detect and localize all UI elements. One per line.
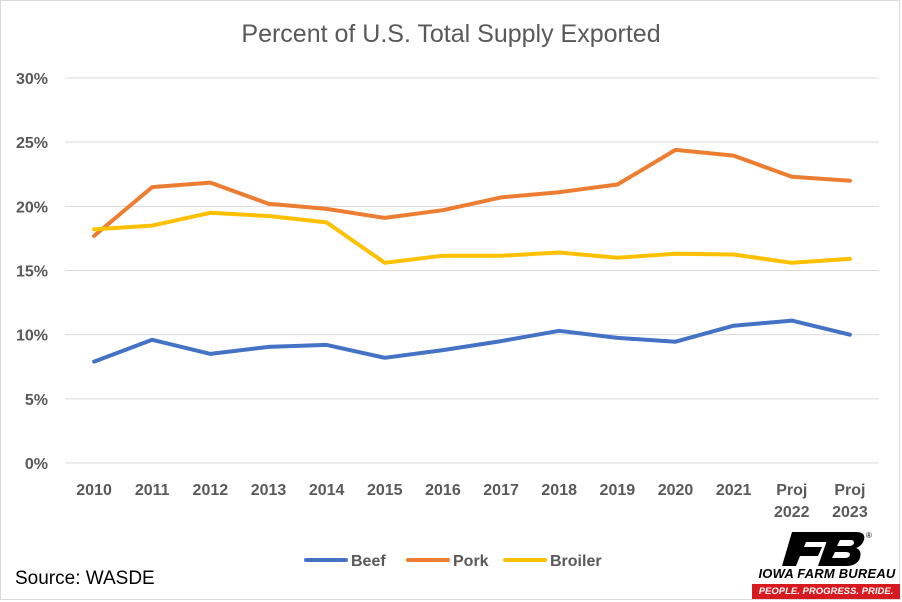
x-tick-line: 2016: [425, 482, 461, 499]
x-tick-line: 2013: [251, 482, 287, 499]
x-tick-label: 2020: [658, 482, 694, 499]
x-tick-line: 2011: [135, 482, 170, 499]
y-tick-label: 25%: [16, 135, 48, 152]
x-tick-line: Proj: [834, 482, 865, 499]
gridlines: [65, 77, 879, 464]
y-axis-ticks: 0% 5% 10% 15% 20% 25% 30%: [16, 71, 48, 473]
x-tick-label: Proj 2023: [832, 482, 868, 521]
x-tick-line: 2017: [483, 482, 519, 499]
series-line-beef: [92, 318, 852, 364]
y-tick-label: 10%: [16, 328, 48, 345]
y-tick-label: 30%: [16, 71, 48, 88]
y-tick-label: 15%: [16, 264, 48, 281]
x-tick-line: 2021: [716, 482, 752, 499]
y-tick-label: 20%: [16, 199, 48, 216]
x-tick-label: 2018: [541, 482, 577, 499]
series-line-pork: [92, 147, 852, 238]
x-tick-label: Proj 2022: [774, 482, 810, 521]
chart-title: Percent of U.S. Total Supply Exported: [241, 20, 661, 48]
series-line-broiler: [92, 210, 852, 265]
x-tick-line: 2018: [541, 482, 577, 499]
x-tick-label: 2021: [716, 482, 752, 499]
series-lines: [92, 147, 852, 364]
x-axis-ticks: 2010 2011 2012 2013 2014 2015 2016 2017 2018 2019…: [76, 482, 868, 521]
x-tick-label: 2015: [367, 482, 403, 499]
source-note: Source: WASDE: [15, 568, 155, 589]
legend-label: Beef: [351, 553, 386, 570]
fb-logo-mark-icon: ®: [782, 531, 872, 566]
iowa-farm-bureau-logo: ® IOWA FARM BUREAU PEOPLE. PROGRESS. PRI…: [752, 528, 902, 600]
logo-name: IOWA FARM BUREAU: [758, 566, 896, 581]
x-tick-label: 2017: [483, 482, 519, 499]
x-tick-line: 2019: [600, 482, 636, 499]
x-tick-label: 2012: [193, 482, 229, 499]
x-tick-line: 2023: [832, 504, 868, 521]
legend-label: Pork: [453, 553, 489, 570]
x-tick-line: 2012: [193, 482, 229, 499]
x-tick-label: 2011: [135, 482, 170, 499]
x-tick-line: Proj: [776, 482, 807, 499]
x-tick-label: 2019: [600, 482, 636, 499]
x-tick-line: 2020: [658, 482, 694, 499]
y-tick-label: 0%: [25, 456, 48, 473]
legend: Beef Pork Broiler: [304, 553, 602, 570]
x-tick-label: 2016: [425, 482, 461, 499]
x-tick-label: 2014: [309, 482, 345, 499]
y-tick-label: 5%: [25, 392, 48, 409]
logo-trademark: ®: [866, 531, 872, 540]
logo-tagline: PEOPLE. PROGRESS. PRIDE.: [752, 584, 900, 599]
x-tick-line: 2022: [774, 504, 810, 521]
x-tick-line: 2010: [76, 482, 112, 499]
legend-label: Broiler: [550, 553, 602, 570]
x-tick-line: 2015: [367, 482, 403, 499]
x-tick-label: 2010: [76, 482, 112, 499]
x-tick-label: 2013: [251, 482, 287, 499]
x-tick-line: 2014: [309, 482, 345, 499]
